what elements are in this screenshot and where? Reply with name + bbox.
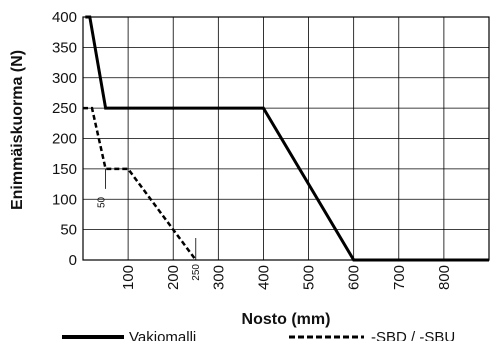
annotation-label: 250: [191, 264, 202, 281]
x-tick-label: 700: [391, 265, 408, 290]
y-tick-label: 250: [52, 100, 77, 117]
x-tick-label: 100: [120, 265, 137, 290]
legend-label: -SBD / -SBU: [371, 329, 455, 341]
x-tick-label: 800: [436, 265, 453, 290]
x-axis-title: Nosto (mm): [242, 311, 331, 328]
y-tick-label: 50: [60, 222, 77, 239]
x-tick-labels: 100 200 300 400 500 600 700 800: [120, 265, 453, 290]
y-tick-label: 400: [52, 9, 77, 26]
y-axis-title: Enimmäiskuorma (N): [9, 50, 26, 210]
y-tick-label: 0: [69, 252, 77, 269]
plot-frame: [82, 16, 490, 261]
y-tick-label: 150: [52, 161, 77, 178]
annotations: 50 250: [97, 168, 202, 281]
y-tick-label: 350: [52, 39, 77, 56]
grid: [83, 16, 489, 261]
y-tick-labels: 0 50 100 150 200 250 300 350 400: [52, 9, 77, 269]
series-line-sbd-sbu: [83, 106, 197, 261]
x-tick-label: 600: [346, 265, 363, 290]
x-tick-label: 200: [165, 265, 182, 290]
x-tick-label: 500: [301, 265, 318, 290]
y-tick-label: 300: [52, 70, 77, 87]
y-tick-label: 200: [52, 131, 77, 148]
series-lines: [83, 15, 489, 262]
y-tick-label: 100: [52, 191, 77, 208]
legend-label: Vakiomalli: [129, 329, 196, 341]
x-tick-label: 300: [210, 265, 227, 290]
x-tick-label: 400: [255, 265, 272, 290]
annotation-label: 50: [97, 196, 108, 208]
series-line-vakiomalli: [85, 15, 489, 262]
legend: Vakiomalli -SBD / -SBU: [62, 329, 455, 341]
